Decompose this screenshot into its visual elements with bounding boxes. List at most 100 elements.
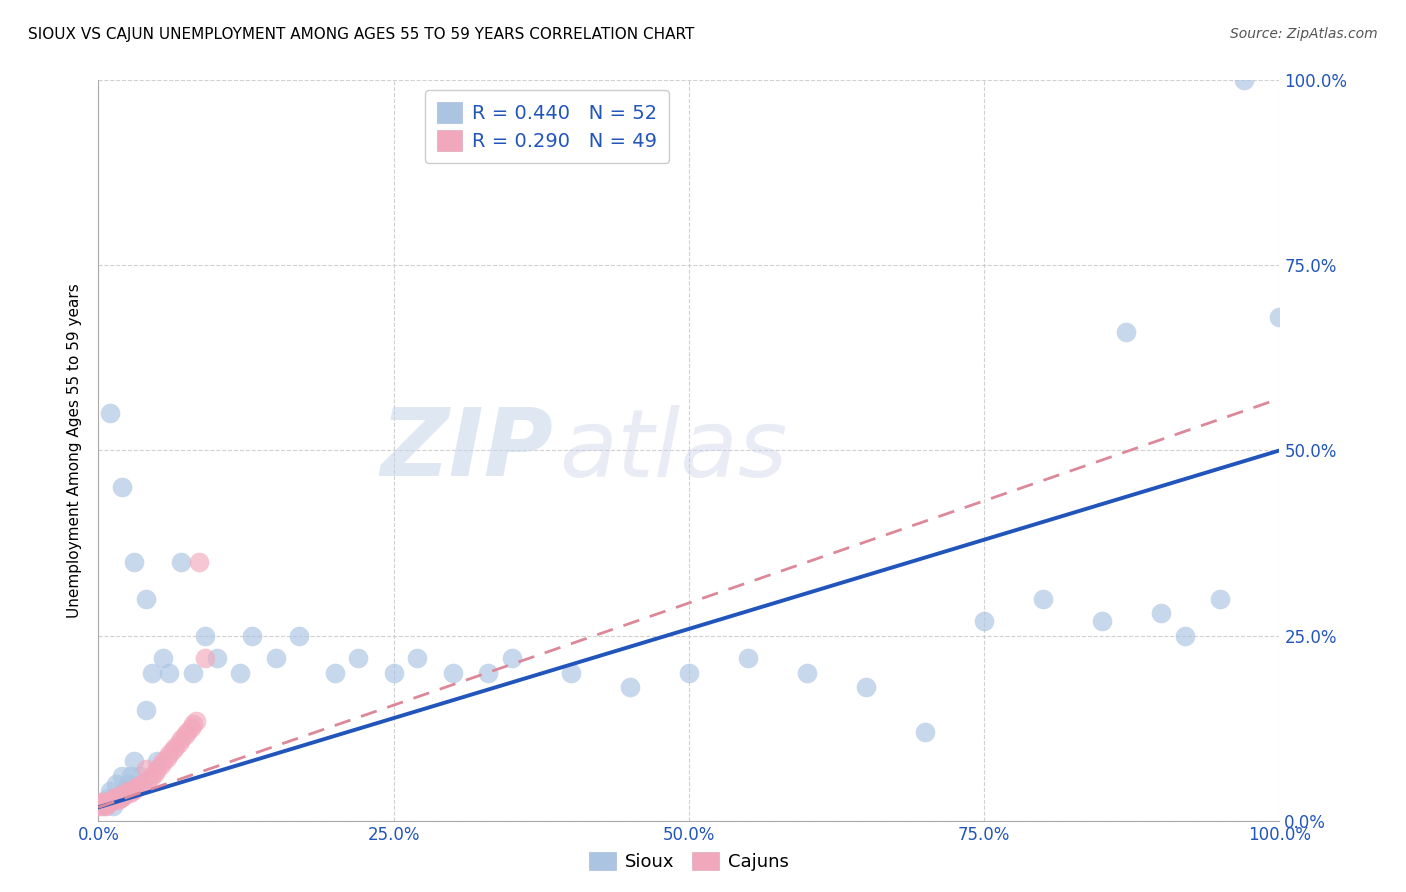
Point bbox=[98, 794, 121, 808]
Point bbox=[1268, 310, 1291, 325]
Point bbox=[194, 629, 217, 643]
Point bbox=[112, 784, 135, 798]
Point bbox=[117, 776, 139, 791]
Point bbox=[132, 776, 155, 791]
Point bbox=[87, 798, 110, 813]
Point bbox=[150, 758, 173, 772]
Point bbox=[101, 798, 124, 813]
Point bbox=[1032, 591, 1054, 606]
Legend: Sioux, Cajuns: Sioux, Cajuns bbox=[582, 845, 796, 879]
Point bbox=[105, 791, 128, 805]
Point bbox=[100, 794, 122, 808]
Point bbox=[90, 795, 112, 809]
Text: ZIP: ZIP bbox=[380, 404, 553, 497]
Point bbox=[170, 732, 193, 747]
Point bbox=[619, 681, 641, 695]
Point bbox=[111, 789, 134, 804]
Point bbox=[93, 798, 115, 813]
Point bbox=[347, 650, 370, 665]
Point bbox=[501, 650, 523, 665]
Text: SIOUX VS CAJUN UNEMPLOYMENT AMONG AGES 55 TO 59 YEARS CORRELATION CHART: SIOUX VS CAJUN UNEMPLOYMENT AMONG AGES 5… bbox=[28, 27, 695, 42]
Point bbox=[165, 739, 187, 754]
Point bbox=[678, 665, 700, 680]
Point bbox=[89, 797, 111, 812]
Point bbox=[176, 724, 198, 739]
Point bbox=[108, 788, 131, 802]
Point bbox=[157, 747, 180, 761]
Point bbox=[156, 750, 179, 764]
Point bbox=[128, 769, 150, 783]
Point bbox=[97, 791, 120, 805]
Point bbox=[1115, 325, 1137, 339]
Point bbox=[111, 481, 134, 495]
Point bbox=[796, 665, 818, 680]
Point bbox=[122, 755, 145, 769]
Point bbox=[229, 665, 252, 680]
Point bbox=[135, 703, 157, 717]
Point bbox=[973, 614, 995, 628]
Point bbox=[162, 743, 184, 757]
Point bbox=[94, 798, 117, 813]
Point bbox=[152, 650, 174, 665]
Point bbox=[146, 762, 169, 776]
Point bbox=[120, 785, 142, 799]
Point bbox=[167, 736, 190, 750]
Point bbox=[914, 724, 936, 739]
Point bbox=[112, 788, 135, 802]
Point bbox=[141, 769, 163, 783]
Point bbox=[1174, 629, 1197, 643]
Point bbox=[288, 629, 311, 643]
Point bbox=[122, 782, 145, 797]
Point bbox=[107, 793, 129, 807]
Point bbox=[93, 795, 115, 809]
Y-axis label: Unemployment Among Ages 55 to 59 years: Unemployment Among Ages 55 to 59 years bbox=[67, 283, 83, 618]
Point bbox=[97, 795, 120, 809]
Point bbox=[125, 780, 148, 795]
Point bbox=[1233, 73, 1256, 87]
Point bbox=[170, 555, 193, 569]
Point bbox=[103, 791, 125, 805]
Point bbox=[121, 769, 143, 783]
Point bbox=[441, 665, 464, 680]
Point bbox=[1150, 607, 1173, 621]
Point bbox=[136, 772, 159, 787]
Point bbox=[477, 665, 499, 680]
Point bbox=[152, 755, 174, 769]
Point bbox=[111, 769, 134, 783]
Point bbox=[114, 785, 136, 799]
Point bbox=[91, 798, 114, 813]
Point bbox=[737, 650, 759, 665]
Point bbox=[855, 681, 877, 695]
Point bbox=[135, 762, 157, 776]
Point bbox=[186, 714, 208, 728]
Point bbox=[264, 650, 287, 665]
Point bbox=[157, 665, 180, 680]
Point bbox=[181, 717, 204, 731]
Point bbox=[1091, 614, 1114, 628]
Point bbox=[323, 665, 346, 680]
Point bbox=[105, 789, 128, 804]
Point bbox=[96, 797, 118, 812]
Point bbox=[382, 665, 405, 680]
Point bbox=[110, 791, 132, 805]
Point bbox=[101, 793, 124, 807]
Point bbox=[128, 778, 150, 792]
Point bbox=[141, 665, 163, 680]
Point bbox=[194, 650, 217, 665]
Point bbox=[143, 765, 166, 780]
Point bbox=[108, 791, 131, 805]
Point bbox=[406, 650, 429, 665]
Point bbox=[180, 721, 202, 735]
Point bbox=[98, 784, 121, 798]
Text: Source: ZipAtlas.com: Source: ZipAtlas.com bbox=[1230, 27, 1378, 41]
Text: atlas: atlas bbox=[560, 405, 787, 496]
Point bbox=[121, 784, 143, 798]
Point bbox=[173, 729, 195, 743]
Point bbox=[122, 555, 145, 569]
Point bbox=[1209, 591, 1232, 606]
Point bbox=[105, 776, 128, 791]
Point bbox=[98, 795, 121, 809]
Point bbox=[181, 665, 204, 680]
Point bbox=[117, 784, 139, 798]
Point bbox=[146, 755, 169, 769]
